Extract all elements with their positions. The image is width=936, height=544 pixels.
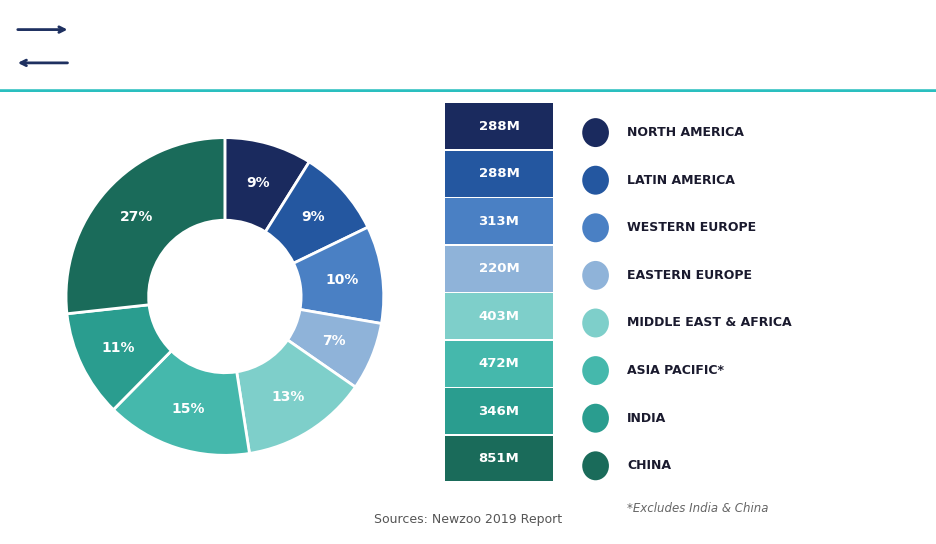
Circle shape [581, 452, 608, 480]
Circle shape [581, 213, 608, 242]
Wedge shape [265, 162, 368, 263]
Text: 403M: 403M [478, 310, 519, 323]
Text: NORTH AMERICA: NORTH AMERICA [626, 126, 743, 139]
Wedge shape [293, 227, 384, 324]
Text: 220M: 220M [478, 262, 519, 275]
Text: 288M: 288M [478, 120, 519, 133]
Text: CHINA: CHINA [626, 459, 670, 472]
Text: 472M: 472M [478, 357, 519, 370]
Circle shape [581, 166, 608, 195]
Text: ASIA PACIFIC*: ASIA PACIFIC* [626, 364, 724, 377]
FancyBboxPatch shape [2, 10, 88, 82]
Wedge shape [66, 138, 225, 314]
Circle shape [581, 308, 608, 337]
FancyBboxPatch shape [445, 388, 552, 434]
FancyBboxPatch shape [445, 151, 552, 197]
Text: 9%: 9% [245, 176, 270, 190]
Text: INDIA: INDIA [626, 412, 665, 425]
Text: Sources: Newzoo 2019 Report: Sources: Newzoo 2019 Report [374, 513, 562, 526]
Wedge shape [66, 305, 171, 410]
Text: LATIN AMERICA: LATIN AMERICA [626, 174, 735, 187]
FancyBboxPatch shape [445, 103, 552, 149]
Text: 7%: 7% [322, 335, 345, 348]
Text: WESTERN EUROPE: WESTERN EUROPE [626, 221, 755, 234]
Text: 15%: 15% [171, 402, 205, 416]
Text: MIDDLE EAST & AFRICA: MIDDLE EAST & AFRICA [626, 317, 791, 330]
Text: bankmycell: bankmycell [827, 59, 895, 69]
FancyBboxPatch shape [445, 436, 552, 481]
Text: 13%: 13% [271, 390, 304, 404]
FancyBboxPatch shape [445, 293, 552, 339]
FancyBboxPatch shape [445, 198, 552, 244]
Wedge shape [225, 138, 309, 232]
Text: 27%: 27% [120, 211, 154, 225]
Wedge shape [113, 351, 249, 455]
Text: Active Smartphone Users Globally: Active Smartphone Users Globally [95, 22, 523, 42]
Text: 288M: 288M [478, 167, 519, 180]
Text: Active smartphone users by region 2019: Active smartphone users by region 2019 [95, 60, 407, 75]
Text: EASTERN EUROPE: EASTERN EUROPE [626, 269, 752, 282]
Text: 346M: 346M [478, 405, 519, 418]
Text: 9%: 9% [300, 211, 325, 225]
Text: 313M: 313M [478, 215, 519, 228]
FancyBboxPatch shape [445, 341, 552, 387]
Circle shape [581, 356, 608, 385]
Circle shape [581, 404, 608, 432]
Text: 851M: 851M [478, 452, 519, 465]
Circle shape [581, 118, 608, 147]
Text: 10%: 10% [325, 273, 358, 287]
Text: 11%: 11% [101, 341, 135, 355]
Text: *Excludes India & China: *Excludes India & China [626, 502, 768, 515]
Circle shape [581, 261, 608, 290]
FancyBboxPatch shape [445, 246, 552, 292]
Text: /: / [856, 22, 866, 46]
Wedge shape [237, 340, 355, 453]
Wedge shape [287, 310, 381, 387]
